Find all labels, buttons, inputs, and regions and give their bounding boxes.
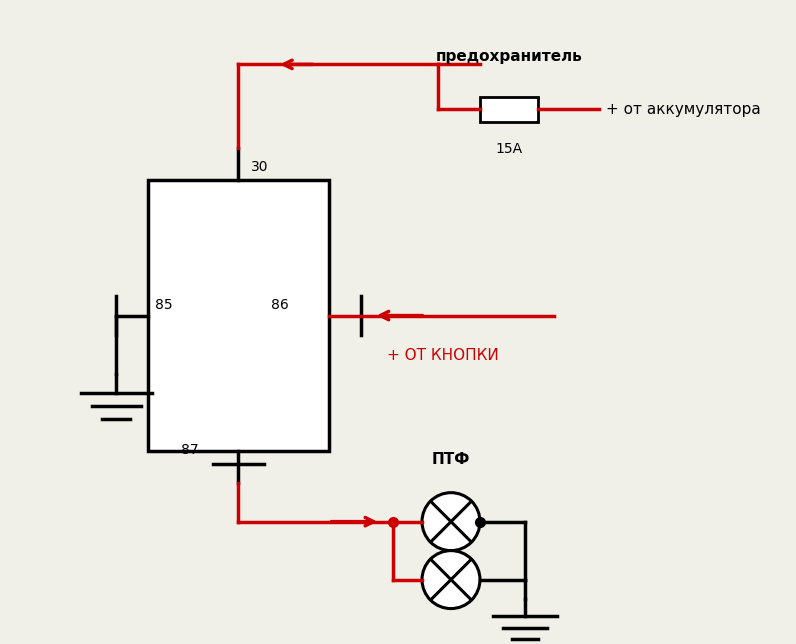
Circle shape <box>422 551 480 609</box>
Text: 85: 85 <box>154 298 173 312</box>
Text: ПТФ: ПТФ <box>431 452 470 467</box>
Bar <box>480 97 538 122</box>
Text: + от аккумулятора: + от аккумулятора <box>606 102 760 117</box>
Text: 15A: 15A <box>495 142 522 156</box>
Circle shape <box>422 493 480 551</box>
Text: 87: 87 <box>181 443 198 457</box>
Bar <box>148 180 329 451</box>
Text: 30: 30 <box>252 160 269 174</box>
Text: 86: 86 <box>271 298 288 312</box>
Text: предохранитель: предохранитель <box>435 50 583 64</box>
Text: + ОТ КНОПКИ: + ОТ КНОПКИ <box>387 348 498 363</box>
